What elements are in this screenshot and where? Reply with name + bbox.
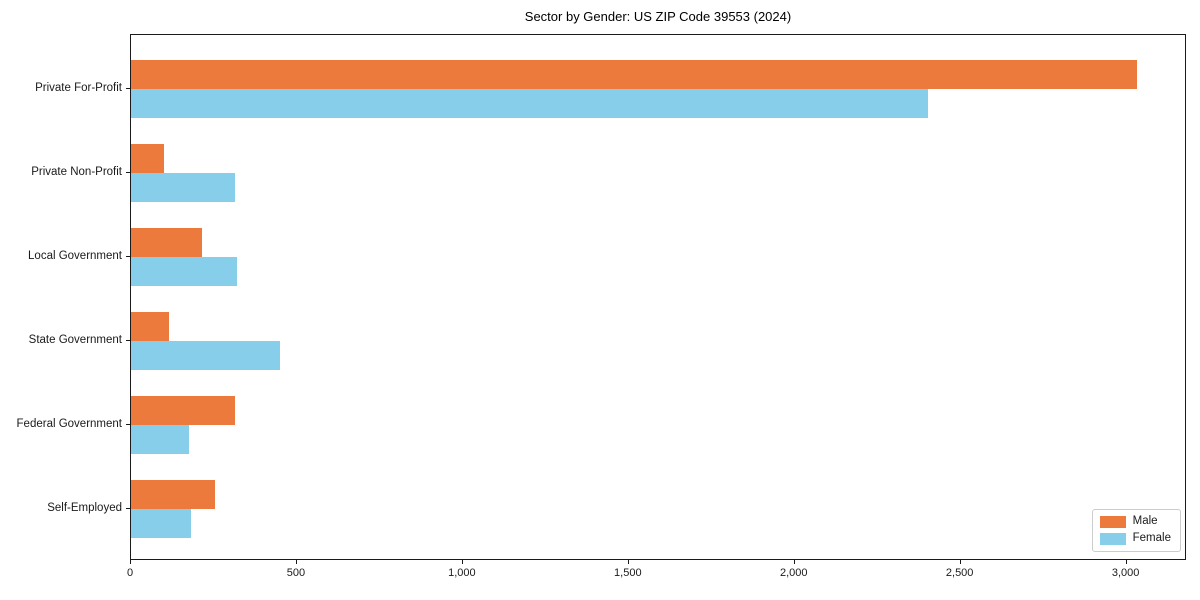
bar-female-self-employed	[131, 509, 192, 538]
x-tick-0	[130, 560, 131, 564]
y-tick-label-federal-government: Federal Government	[16, 418, 122, 430]
legend: Male Female	[1091, 509, 1181, 552]
y-tick-state-government	[126, 340, 130, 341]
bar-female-private-non-profit	[131, 173, 235, 202]
chart-title: Sector by Gender: US ZIP Code 39553 (202…	[524, 9, 792, 24]
x-tick-label-2500: 2,500	[945, 567, 974, 579]
y-tick-federal-government	[126, 424, 130, 425]
x-tick-label-0: 0	[126, 567, 134, 579]
bar-female-federal-government	[131, 425, 189, 454]
legend-item-female: Female	[1099, 532, 1171, 545]
x-tick-1500	[627, 560, 629, 564]
bar-male-local-government	[131, 228, 202, 257]
x-tick-500	[295, 560, 297, 564]
y-tick-private-non-profit	[126, 172, 130, 173]
y-tick-label-private-non-profit: Private Non-Profit	[31, 166, 122, 178]
legend-swatch-male	[1099, 516, 1126, 528]
legend-label-female: Female	[1132, 532, 1171, 545]
x-tick-2000	[793, 560, 795, 564]
bar-female-local-government	[131, 257, 238, 286]
y-tick-label-self-employed: Self-Employed	[47, 502, 122, 514]
y-tick-self-employed	[126, 508, 130, 509]
x-tick-label-500: 500	[286, 567, 306, 579]
plot-area: Male Female	[130, 34, 1186, 560]
x-tick-label-3000: 3,000	[1111, 567, 1140, 579]
bar-male-federal-government	[131, 396, 236, 425]
x-tick-2500	[959, 560, 961, 564]
y-tick-local-government	[126, 256, 130, 257]
bar-male-self-employed	[131, 480, 216, 509]
bar-male-state-government	[131, 312, 170, 341]
legend-item-male: Male	[1099, 515, 1171, 528]
y-tick-label-local-government: Local Government	[28, 250, 122, 262]
bar-male-private-for-profit	[131, 60, 1137, 89]
x-tick-label-1500: 1,500	[614, 567, 642, 579]
x-tick-3000	[1125, 560, 1127, 564]
bar-female-private-for-profit	[131, 89, 929, 118]
y-tick-label-state-government: State Government	[28, 334, 122, 346]
legend-label-male: Male	[1132, 515, 1158, 528]
bar-male-private-non-profit	[131, 144, 164, 173]
y-tick-private-for-profit	[126, 88, 130, 89]
y-tick-label-private-for-profit: Private For-Profit	[35, 82, 122, 94]
bar-female-state-government	[131, 341, 281, 370]
x-tick-label-1000: 1,000	[448, 567, 476, 579]
x-tick-label-2000: 2,000	[779, 567, 808, 579]
legend-swatch-female	[1099, 533, 1126, 545]
x-tick-1000	[461, 560, 463, 564]
